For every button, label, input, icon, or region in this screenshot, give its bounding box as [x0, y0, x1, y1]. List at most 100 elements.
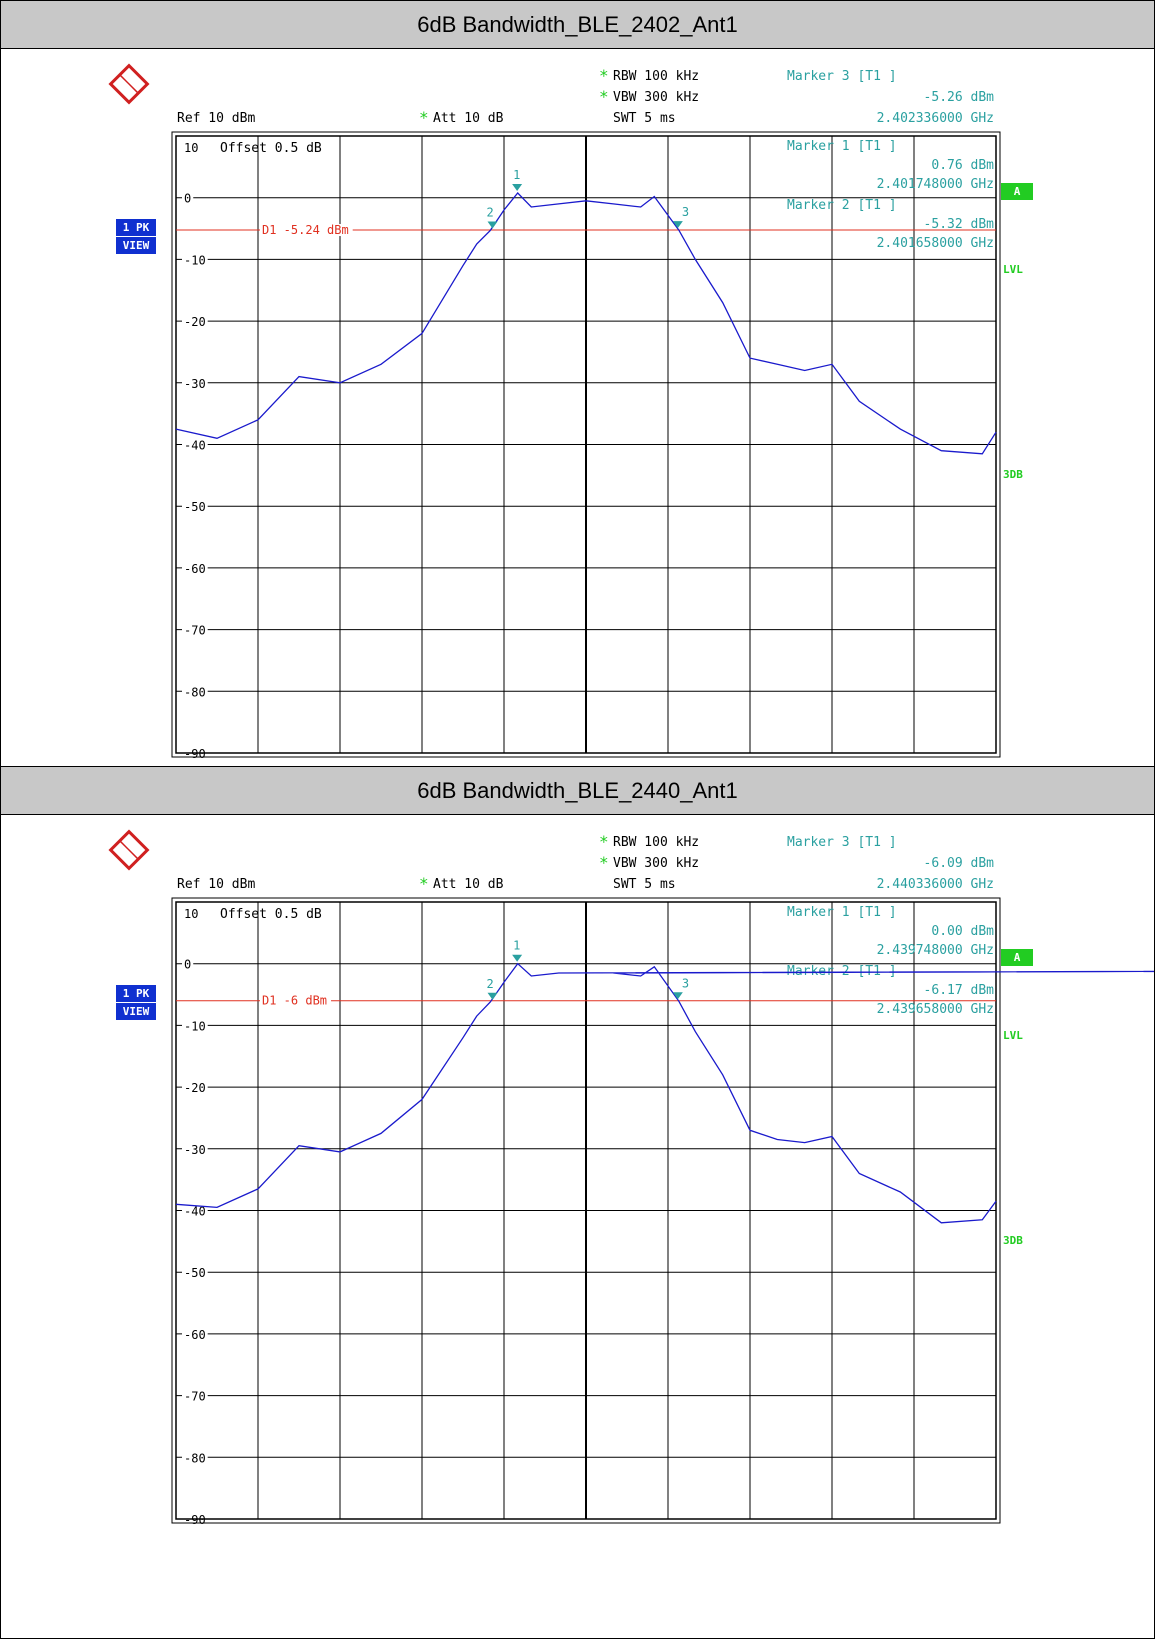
y-tick-bg	[182, 561, 208, 574]
y-tick-bg	[182, 1204, 208, 1217]
marker-info: 2.439748000 GHz	[877, 943, 994, 958]
spectrum-plot: * RBW 100 kHz * VBW 300 kHz Ref 10 dBm * Att 1…	[108, 829, 1154, 1527]
display-line-label-bg	[260, 224, 353, 237]
rbw-star: *	[599, 832, 609, 851]
y-tick-bg	[182, 1451, 208, 1464]
trace-a-text: A	[1014, 951, 1021, 964]
vbw-star: *	[599, 87, 609, 106]
lvl-indicator: LVL	[1003, 263, 1023, 276]
vbw-label: VBW 300 kHz	[613, 90, 699, 105]
y-tick-bg	[182, 623, 208, 636]
marker-info: -5.32 dBm	[924, 217, 995, 232]
display-line-label-bg	[260, 994, 332, 1007]
trace-mode-text: 1 PK	[123, 221, 150, 234]
y-tick-label: -60	[184, 1328, 206, 1342]
ref-level: Ref 10 dBm	[177, 877, 255, 892]
y-tick-bg	[182, 253, 208, 266]
y-tick-bg	[182, 1081, 208, 1094]
display-line-label: D1 -6 dBm	[262, 994, 327, 1008]
view-text: VIEW	[123, 239, 150, 252]
trace-a-badge	[1001, 183, 1033, 200]
y-tick-label: -90	[184, 1513, 206, 1527]
y-tick-label: -60	[184, 562, 206, 576]
y-tick-label: -50	[184, 500, 206, 514]
y-tick-label: -80	[184, 1451, 206, 1465]
swt-label: SWT 5 ms	[613, 877, 676, 892]
y-tick-bg	[182, 685, 208, 698]
ref-level: Ref 10 dBm	[177, 111, 255, 126]
y-tick-label: -70	[184, 624, 206, 638]
y-tick-label: -40	[184, 1205, 206, 1219]
marker-info: Marker 1 [T1 ]	[787, 139, 897, 154]
grid-outer-frame	[171, 897, 1001, 1524]
marker-info: 0.00 dBm	[931, 924, 994, 939]
y-tick-bg	[182, 500, 208, 513]
rohde-schwarz-logo	[108, 63, 150, 105]
marker-info: Marker 2 [T1 ]	[787, 198, 897, 213]
lvl-indicator: LVL	[1003, 1029, 1023, 1042]
marker3-label: Marker 3 [T1 ]	[787, 69, 897, 84]
marker-info: Marker 1 [T1 ]	[787, 905, 897, 920]
spectrum-trace	[175, 962, 1154, 1224]
panel-title: 6dB Bandwidth_BLE_2440_Ant1	[1, 766, 1154, 815]
marker-info: Marker 2 [T1 ]	[787, 964, 897, 979]
marker-number: 1	[513, 939, 520, 953]
marker-triangle	[487, 221, 498, 229]
att-star: *	[419, 874, 429, 893]
marker3-label: Marker 3 [T1 ]	[787, 835, 897, 850]
trace-mode-badge	[116, 219, 156, 236]
y-tick-label: -30	[184, 377, 206, 391]
3db-indicator: 3DB	[1003, 1234, 1023, 1247]
spectrum-plot: * RBW 100 kHz * VBW 300 kHz Ref 10 dBm * Att 1…	[108, 63, 1033, 761]
y-tick-label: -30	[184, 1143, 206, 1157]
y-tick-bg	[182, 1266, 208, 1279]
trace-mode-text: 1 PK	[123, 987, 150, 1000]
vbw-star: *	[599, 853, 609, 872]
y-tick-bg	[182, 191, 194, 204]
swt-label: SWT 5 ms	[613, 111, 676, 126]
y-tick-label: 10	[184, 141, 198, 155]
y-tick-bg	[182, 1019, 208, 1032]
display-line-label: D1 -5.24 dBm	[262, 223, 349, 237]
y-tick-label: 0	[184, 192, 191, 206]
y-tick-label: 10	[184, 907, 198, 921]
view-text: VIEW	[123, 1005, 150, 1018]
rbw-star: *	[599, 66, 609, 85]
marker-info: 0.76 dBm	[931, 158, 994, 173]
att-star: *	[419, 108, 429, 127]
y-tick-label: -70	[184, 1390, 206, 1404]
marker-info: 2.439658000 GHz	[877, 1002, 994, 1017]
grid-outer-frame	[171, 131, 1001, 758]
trace-a-badge	[1001, 949, 1033, 966]
marker-triangle	[512, 954, 523, 962]
y-tick-label: -20	[184, 1081, 206, 1095]
y-tick-bg	[182, 1142, 208, 1155]
marker-triangle	[672, 221, 683, 229]
marker-number: 2	[487, 206, 494, 220]
y-tick-label: -10	[184, 253, 206, 267]
y-tick-label: -90	[184, 747, 206, 761]
marker-info: 2.401748000 GHz	[877, 177, 994, 192]
rohde-schwarz-logo	[108, 829, 150, 871]
rbw-label: RBW 100 kHz	[613, 69, 699, 84]
y-tick-bg	[182, 315, 208, 328]
spectrum-trace	[175, 192, 997, 455]
marker-number: 2	[487, 977, 494, 991]
marker-number: 1	[513, 168, 520, 182]
marker-number: 3	[682, 205, 689, 219]
y-tick-label: -40	[184, 439, 206, 453]
marker3-level: -6.09 dBm	[924, 856, 995, 871]
marker-triangle	[512, 184, 523, 192]
y-tick-label: -80	[184, 685, 206, 699]
y-tick-label: 0	[184, 958, 191, 972]
view-badge	[116, 237, 156, 254]
3db-indicator: 3DB	[1003, 468, 1023, 481]
y-tick-label: -50	[184, 1266, 206, 1280]
marker3-freq: 2.440336000 GHz	[877, 877, 994, 892]
y-tick-bg	[182, 1327, 208, 1340]
y-tick-bg	[182, 438, 208, 451]
vbw-label: VBW 300 kHz	[613, 856, 699, 871]
y-tick-bg	[182, 376, 208, 389]
offset-label: Offset 0.5 dB	[220, 907, 322, 922]
marker-info: -6.17 dBm	[924, 983, 995, 998]
